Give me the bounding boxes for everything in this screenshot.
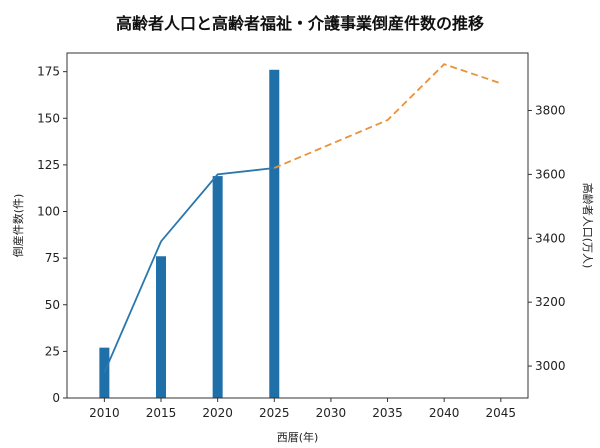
x-tick-label: 2035	[372, 406, 403, 420]
projection-line	[273, 63, 502, 169]
y-left-tick-label: 50	[45, 298, 60, 312]
y-right-tick-label: 3400	[535, 231, 566, 245]
x-tick-label: 2045	[486, 406, 517, 420]
x-axis-label: 西暦(年)	[277, 430, 319, 444]
y-left-tick-label: 150	[37, 111, 60, 125]
x-tick-label: 2015	[146, 406, 177, 420]
plot-frame	[66, 52, 529, 399]
bar	[269, 69, 280, 398]
y-left-tick-label: 75	[45, 251, 60, 265]
y-left-tick-label: 0	[52, 391, 60, 405]
x-tick-label: 2025	[259, 406, 290, 420]
y-right-tick-label: 3800	[535, 104, 566, 118]
x-tick-label: 2030	[316, 406, 347, 420]
x-tick-label: 2020	[202, 406, 233, 420]
bar	[156, 256, 167, 398]
y-right-tick-label: 3600	[535, 167, 566, 181]
y-left-tick-label: 25	[45, 344, 60, 358]
y-right-tick-label: 3000	[535, 359, 566, 373]
x-tick-label: 2010	[89, 406, 120, 420]
y-right-tick-label: 3200	[535, 295, 566, 309]
population-line	[103, 167, 275, 373]
y-left-tick-label: 100	[37, 205, 60, 219]
y-left-tick-label: 175	[37, 65, 60, 79]
y-right-axis-label: 高齢者人口(万人)	[581, 183, 595, 269]
bar	[99, 347, 110, 398]
y-left-axis-label: 倒産件数(件)	[12, 194, 25, 258]
chart-title: 高齢者人口と高齢者福祉・介護事業倒産件数の推移	[115, 14, 484, 33]
bar	[212, 176, 223, 398]
y-left-tick-label: 125	[37, 158, 60, 172]
x-tick-label: 2040	[429, 406, 460, 420]
